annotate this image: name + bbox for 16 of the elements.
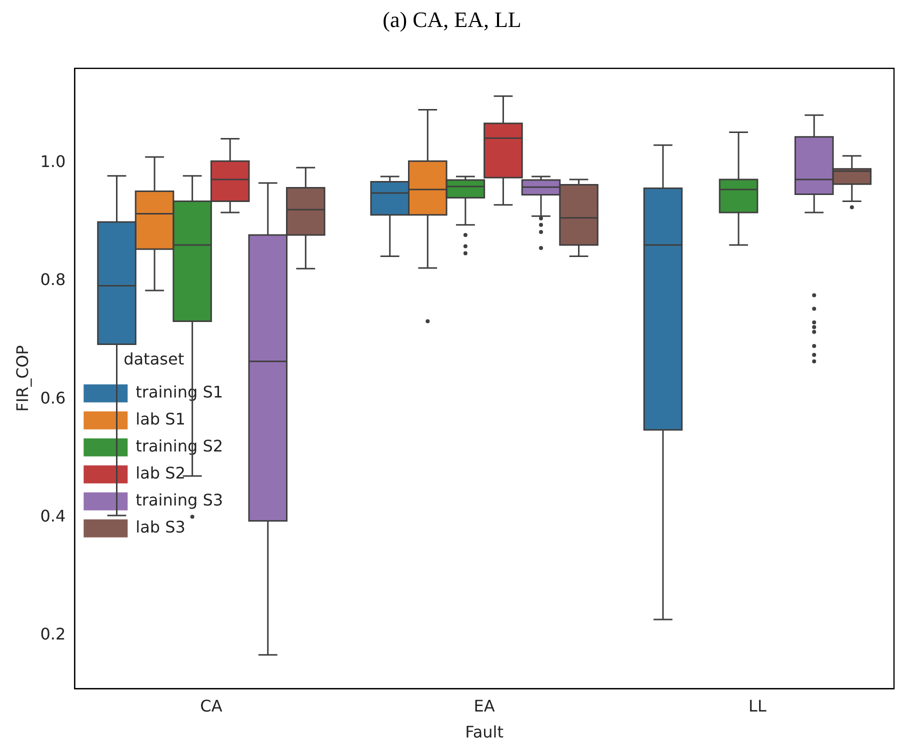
x-tick-label: EA <box>474 696 495 716</box>
chart-title: (a) CA, EA, LL <box>382 6 522 32</box>
y-tick-label: 0.2 <box>40 624 66 644</box>
legend-title: dataset <box>124 349 184 368</box>
y-axis-title: FIR_COP <box>12 344 32 412</box>
y-tick-label: 1.0 <box>40 152 66 172</box>
y-tick-label: 0.4 <box>40 506 66 526</box>
legend-label: lab S1 <box>136 410 186 429</box>
y-tick-label: 0.6 <box>40 388 66 408</box>
legend-label: training S3 <box>136 490 224 510</box>
x-tick-label: LL <box>748 696 766 716</box>
y-tick-label: 0.8 <box>40 270 66 290</box>
legend-label: lab S2 <box>136 464 186 483</box>
x-axis-title: Fault <box>465 722 504 742</box>
x-tick-label: CA <box>200 696 222 716</box>
legend-label: lab S3 <box>136 518 186 537</box>
